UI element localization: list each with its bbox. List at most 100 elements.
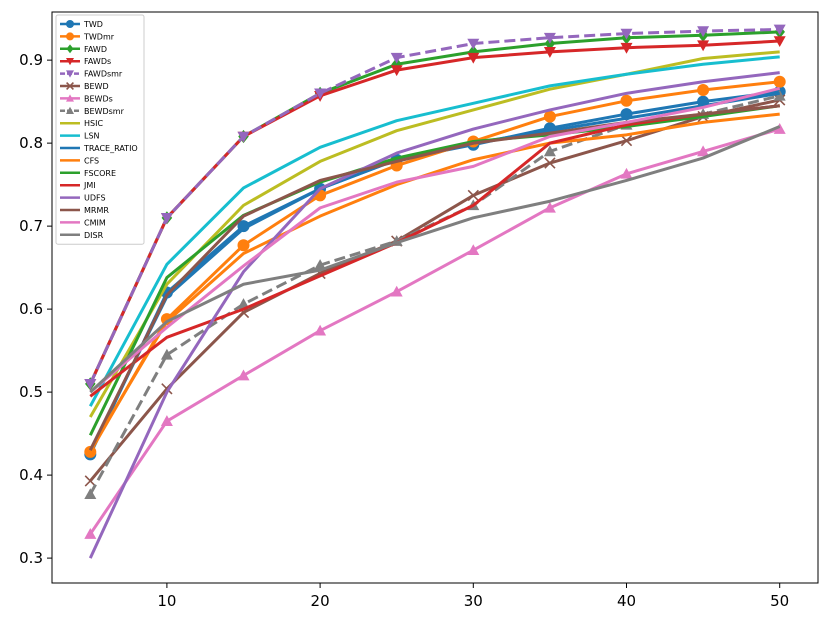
- legend-label: UDFS: [84, 194, 106, 203]
- legend-marker: [66, 20, 74, 28]
- legend-item-fscore: FSCORE: [60, 169, 116, 178]
- data-point-bewds: [620, 167, 633, 179]
- legend-marker: [66, 70, 74, 78]
- data-point-twdmr: [697, 84, 710, 97]
- data-point-fawd: [468, 45, 479, 59]
- series-line-disr: [89, 125, 781, 394]
- legend-item-fawdsmr: FAWDsmr: [60, 70, 123, 79]
- series-line-cfs: [89, 112, 780, 451]
- data-point-bewd: [467, 189, 479, 202]
- series-disr: [89, 125, 781, 394]
- legend-item-twd: TWD: [60, 20, 103, 29]
- series-line-mrmr: [88, 104, 780, 451]
- legend-label: BEWD: [84, 82, 109, 91]
- data-point-bewds: [160, 415, 173, 426]
- data-point-bewds: [697, 145, 710, 157]
- data-point-fawdsmr: [314, 88, 327, 100]
- data-point-twdmr: [84, 445, 97, 458]
- legend-item-bewdsmr: BEWDsmr: [60, 106, 125, 116]
- data-point-bewdsmr: [543, 145, 556, 157]
- data-point-fawdsmr: [543, 32, 556, 44]
- x-tick-label: 30: [464, 592, 483, 610]
- data-point-bewds: [390, 285, 403, 297]
- series-line-bewds: [89, 127, 781, 535]
- legend-item-udfs: UDFS: [60, 194, 106, 203]
- y-tick-label: 0.3: [19, 549, 43, 567]
- legend-label: TWD: [83, 20, 103, 29]
- legend: TWD TWDmr FAWD FAWDs FAWDsmr BEWD BEWDs BEWDsmr…: [55, 14, 145, 245]
- y-tick-label: 0.6: [19, 300, 43, 318]
- data-point-bewdsmr: [314, 259, 327, 270]
- legend-label: TWDmr: [83, 32, 115, 41]
- series-line-cmim: [89, 86, 781, 394]
- data-point-twd: [237, 220, 250, 233]
- legend-label: FAWD: [84, 45, 107, 54]
- data-point-fawdsmr: [773, 24, 786, 36]
- series-udfs: [88, 71, 780, 559]
- legend-marker: [66, 82, 74, 90]
- data-point-twdmr: [773, 75, 786, 88]
- y-tick-label: 0.7: [19, 217, 43, 235]
- data-point-bewds: [84, 528, 97, 539]
- legend-item-lsn: LSN: [60, 132, 100, 141]
- axis-layer: 10 20 30 40 50 0.3 0.4 0.5 0.6 0.7 0.8 0.9: [19, 51, 789, 610]
- y-tick-label: 0.4: [19, 466, 43, 484]
- legend-label: JMI: [83, 181, 96, 190]
- data-point-bewds: [314, 324, 327, 336]
- legend-item-fawd: FAWD: [60, 44, 107, 54]
- legend-marker: [66, 32, 74, 41]
- legend-label: CMIM: [84, 218, 106, 227]
- legend-marker: [66, 44, 74, 54]
- legend-marker: [66, 94, 74, 102]
- series-mrmr: [88, 104, 780, 451]
- data-point-bewd: [620, 134, 633, 147]
- series-fawdsmr: [84, 24, 786, 390]
- legend-item-cmim: CMIM: [60, 218, 106, 227]
- y-tick-label: 0.5: [19, 383, 43, 401]
- series-line-fawdsmr: [88, 27, 780, 385]
- x-tick-label: 10: [157, 592, 176, 610]
- data-point-fawdsmr: [620, 28, 633, 40]
- series-fscore: [88, 104, 780, 436]
- series-bewds: [84, 123, 786, 539]
- legend-item-disr: DISR: [60, 231, 104, 240]
- legend-item-twdmr: TWDmr: [60, 32, 115, 41]
- data-point-twdmr: [620, 94, 633, 107]
- data-point-fawds: [543, 47, 556, 58]
- legend-label: TRACE_RATIO: [83, 144, 138, 153]
- data-point-bewd: [544, 157, 556, 169]
- x-tick-label: 50: [770, 592, 789, 610]
- data-point-fawdsmr: [467, 38, 480, 50]
- legend-label: MRMR: [84, 206, 109, 215]
- legend-label: HSIC: [84, 119, 103, 128]
- series-line-fscore: [88, 104, 780, 436]
- legend-item-fawds: FAWDs: [60, 57, 111, 66]
- x-tick-label: 40: [617, 592, 636, 610]
- legend-label: CFS: [84, 156, 99, 165]
- series-line-udfs: [88, 71, 780, 559]
- legend-label: FSCORE: [84, 169, 116, 178]
- data-point-bewds: [773, 123, 786, 134]
- y-tick-label: 0.9: [19, 51, 43, 69]
- data-point-bewds: [237, 369, 250, 381]
- legend-label: FAWDs: [84, 57, 111, 66]
- series-cfs: [89, 112, 780, 451]
- legend-label: BEWDsmr: [84, 107, 125, 116]
- legend-marker: [66, 58, 74, 66]
- series-line-lsn: [88, 55, 780, 407]
- legend-item-bewds: BEWDs: [60, 94, 113, 103]
- series-cmim: [89, 86, 781, 394]
- data-point-bewds: [543, 201, 556, 213]
- legend-frame: [55, 14, 145, 245]
- legend-label: FAWDsmr: [84, 70, 123, 79]
- x-tick-label: 20: [311, 592, 330, 610]
- legend-item-jmi: JMI: [60, 181, 96, 190]
- data-point-bewdsmr: [84, 488, 97, 499]
- data-point-twdmr: [237, 239, 250, 252]
- data-point-fawds: [467, 52, 480, 64]
- data-point-bewdsmr: [773, 89, 786, 101]
- legend-item-mrmr: MRMR: [60, 206, 109, 215]
- data-point-bewds: [467, 244, 480, 255]
- series-lsn: [88, 55, 780, 407]
